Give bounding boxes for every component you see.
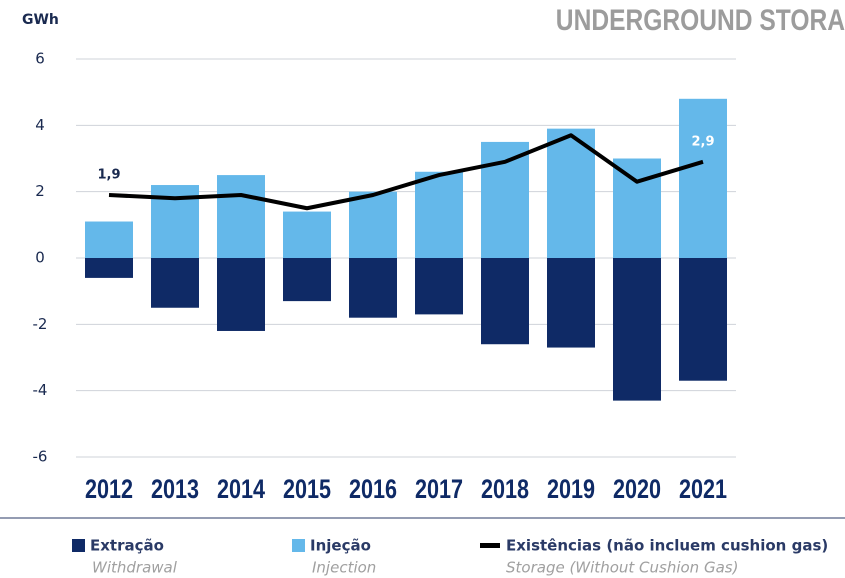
bar [283,211,331,258]
legend-swatch [292,539,305,552]
data-label: 2,9 [691,134,714,149]
legend-swatch [72,539,85,552]
bar [415,171,463,258]
y-tick-label: 6 [35,50,45,68]
bar [217,258,265,331]
x-tick-label: 2021 [679,475,727,505]
bar [481,258,529,345]
bar [415,258,463,315]
bar [151,258,199,308]
x-tick-label: 2019 [547,475,595,505]
x-tick-label: 2016 [349,475,397,505]
bar [85,258,133,278]
line [108,133,704,211]
bar [613,158,661,258]
legend-label: Extração [90,537,164,555]
legend-sublabel: Storage (Without Cushion Gas) [506,559,738,577]
legend-sublabel: Injection [312,559,376,577]
legend-label: Injeção [310,537,371,555]
bar [679,258,727,381]
x-tick-label: 2018 [481,475,529,505]
y-tick-label: -6 [33,448,48,466]
x-tick-label: 2020 [613,475,661,505]
bar [217,175,265,258]
legend-swatch [480,543,500,548]
y-tick-label: 0 [35,249,45,267]
y-tick-label: 4 [35,116,45,134]
bar [679,98,727,258]
x-tick-label: 2013 [151,475,199,505]
y-tick-label: 2 [35,182,45,200]
y-tick-label: -4 [33,381,48,399]
x-tick-label: 2014 [217,475,265,505]
bar [481,141,529,258]
bar [85,221,133,258]
x-tick-label: 2015 [283,475,331,505]
legend-label: Existências (não incluem cushion gas) [506,537,828,555]
bar [613,258,661,401]
bar [349,191,397,258]
bar [283,258,331,302]
bar [349,258,397,318]
y-axis-label: GWh [22,12,59,28]
bar [547,128,595,258]
legend-sublabel: Withdrawal [92,559,178,577]
y-tick-label: -2 [33,315,48,333]
x-tick-label: 2012 [85,475,133,505]
chart-title: UNDERGROUND STORA [556,3,845,37]
data-label: 1,9 [97,167,120,182]
bar [547,258,595,348]
x-tick-label: 2017 [415,475,463,505]
